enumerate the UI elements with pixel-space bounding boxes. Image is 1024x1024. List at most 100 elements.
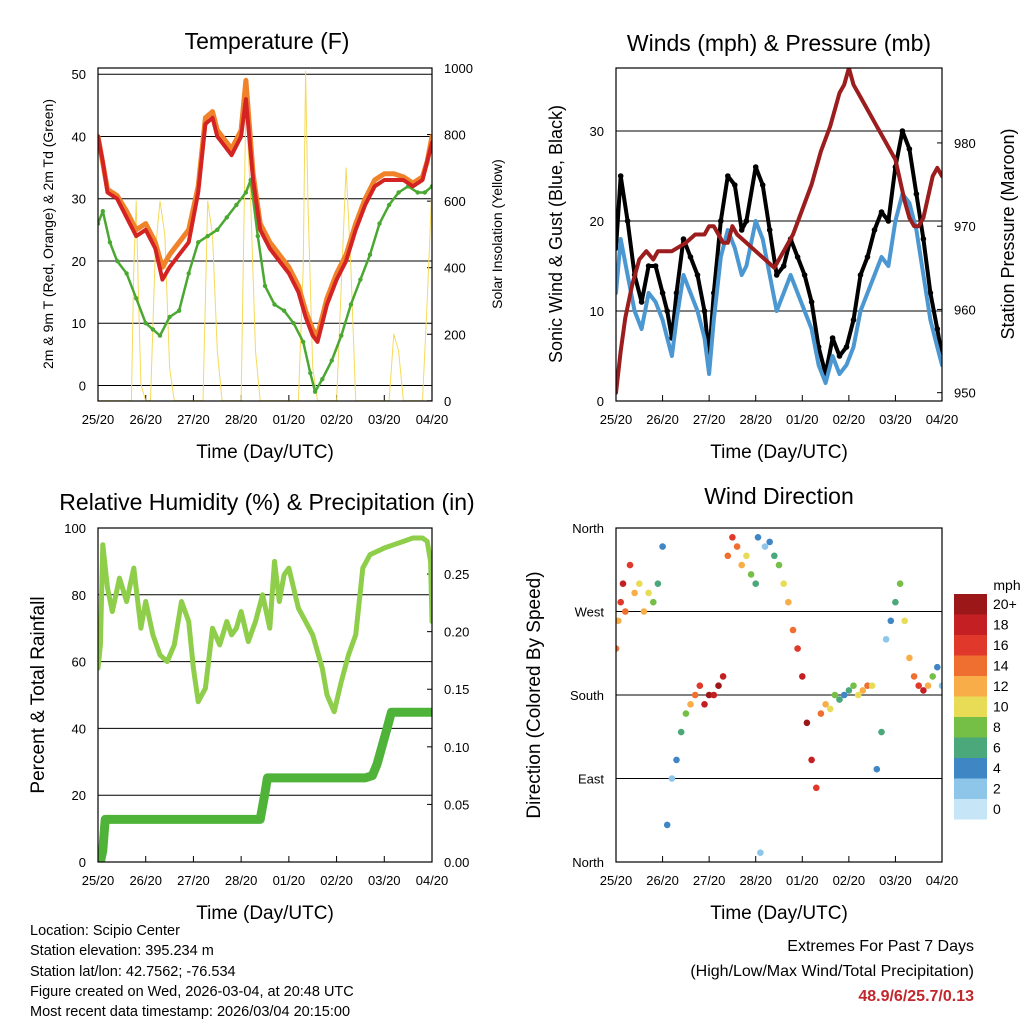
direction-point (747, 571, 755, 578)
x-tick-label: 04/20 (416, 873, 449, 888)
colorbar-swatch (954, 778, 987, 799)
direction-point (873, 765, 881, 773)
direction-point (836, 696, 843, 703)
direction-point (910, 673, 918, 680)
y2-axis-label: Solar Insolation (Yellow) (489, 159, 505, 309)
elevation-text: Station elevation: 395.234 m (30, 943, 214, 960)
gust-line (616, 129, 942, 376)
y-axis-label: 2m & 9m T (Red, Orange) & 2m Td (Green) (40, 99, 56, 369)
direction-point (817, 710, 825, 717)
direction-point (859, 687, 867, 694)
x-tick-label: 02/20 (320, 873, 353, 888)
plot-border (97, 67, 433, 402)
y2-tick-label: 0.25 (444, 567, 469, 582)
direction-point (794, 645, 801, 652)
colorbar-swatch (954, 635, 987, 656)
colorbar-label: 4 (993, 760, 1001, 776)
x-tick-label: 03/20 (368, 873, 401, 888)
colorbar-swatch (954, 696, 987, 717)
chart-title: Winds (mph) & Pressure (mb) (627, 30, 931, 56)
dewpoint-line (98, 178, 432, 393)
y2-tick-label: 950 (954, 386, 976, 401)
colorbar-swatch (954, 676, 987, 697)
y2-tick-label: 980 (954, 136, 976, 151)
wind-line (616, 192, 942, 385)
y-tick-label: 0 (597, 394, 604, 409)
chart-title: Relative Humidity (%) & Precipitation (i… (59, 489, 474, 515)
x-tick-label: 01/20 (786, 412, 819, 427)
y2-tick-label: 600 (444, 194, 466, 209)
chart-title: Temperature (F) (185, 28, 350, 54)
plot-border (97, 527, 433, 863)
colorbar-swatch (954, 614, 987, 635)
extremes-block: Extremes For Past 7 Days (High/Low/Max W… (690, 934, 974, 1009)
y-tick-label: 60 (72, 655, 86, 670)
panel-4: Wind Direction 25/20 26/20 27/20 28/20 01/20 0… (524, 483, 1021, 924)
x-tick-label: 01/20 (786, 873, 819, 888)
direction-point (915, 682, 922, 689)
plot-area (616, 534, 942, 856)
y-tick-label: 40 (72, 129, 86, 144)
y-tick-label: 10 (590, 304, 604, 319)
x-tick-label: 02/20 (833, 873, 866, 888)
direction-point (705, 691, 713, 699)
direction-point (757, 849, 764, 856)
temp-2m-line (98, 97, 432, 344)
panel-1: Temperature (F) 25/20 26/20 27/20 28/20 01/20… (40, 28, 505, 463)
y-tick-label: 20 (72, 788, 86, 803)
direction-point (799, 673, 806, 680)
x-tick-label: 27/20 (177, 412, 210, 427)
latlon-text: Station lat/lon: 42.7562; -76.534 (30, 963, 236, 980)
colorbar-swatch (954, 717, 987, 738)
direction-point (887, 617, 895, 625)
direction-point (743, 552, 750, 560)
direction-point (619, 580, 627, 587)
direction-point (668, 775, 676, 782)
x-tick-label: 04/20 (926, 412, 959, 427)
humidity-line (98, 535, 432, 715)
direction-point (631, 589, 638, 597)
y-tick-label: North (572, 521, 604, 536)
plot-area (98, 535, 432, 862)
x-axis-label: Time (Day/UTC) (710, 903, 848, 924)
y2-tick-label: 400 (444, 261, 466, 276)
direction-point (813, 784, 820, 792)
x-tick-label: 01/20 (273, 873, 306, 888)
x-tick-label: 27/20 (693, 873, 726, 888)
plot-area (98, 70, 432, 401)
direction-point (729, 534, 736, 541)
y2-tick-label: 1000 (444, 61, 473, 76)
y-tick-label: 40 (72, 721, 86, 736)
y-tick-label: East (578, 772, 604, 787)
x-tick-label: 03/20 (368, 412, 401, 427)
colorbar-label: 2 (993, 781, 1001, 797)
x-tick-label: 27/20 (177, 873, 210, 888)
y-tick-label: 20 (590, 214, 604, 229)
x-axis-label: Time (Day/UTC) (196, 903, 334, 924)
x-tick-label: 28/20 (225, 873, 258, 888)
y-tick-label: South (570, 688, 604, 703)
direction-point (808, 756, 815, 764)
y2-tick-label: 0.05 (444, 797, 469, 812)
y-axis-label: Percent & Total Rainfall (28, 596, 49, 793)
direction-point (617, 598, 624, 606)
x-tick-label: 28/20 (739, 873, 772, 888)
y-tick-label: 50 (72, 67, 86, 82)
y2-tick-label: 0 (444, 394, 451, 409)
y-tick-label: West (575, 605, 605, 620)
panel-2: Winds (mph) & Pressure (mb) 25/20 26/20 27/… (546, 30, 1018, 463)
colorbar-label: 6 (993, 740, 1001, 756)
direction-point (754, 534, 762, 541)
y-tick-label: 100 (64, 521, 86, 536)
direction-point (724, 552, 732, 560)
direction-point (920, 687, 927, 694)
direction-point (696, 682, 704, 689)
colorbar-label: 0 (993, 801, 1001, 817)
direction-point (663, 821, 671, 829)
colorbar-label: 20+ (993, 596, 1017, 612)
direction-point (845, 687, 853, 694)
location-text: Location: Scipio Center (30, 923, 180, 939)
direction-point (645, 589, 652, 597)
colorbar-label: 10 (993, 699, 1009, 715)
extremes-title: Extremes For Past 7 Days (787, 938, 974, 955)
